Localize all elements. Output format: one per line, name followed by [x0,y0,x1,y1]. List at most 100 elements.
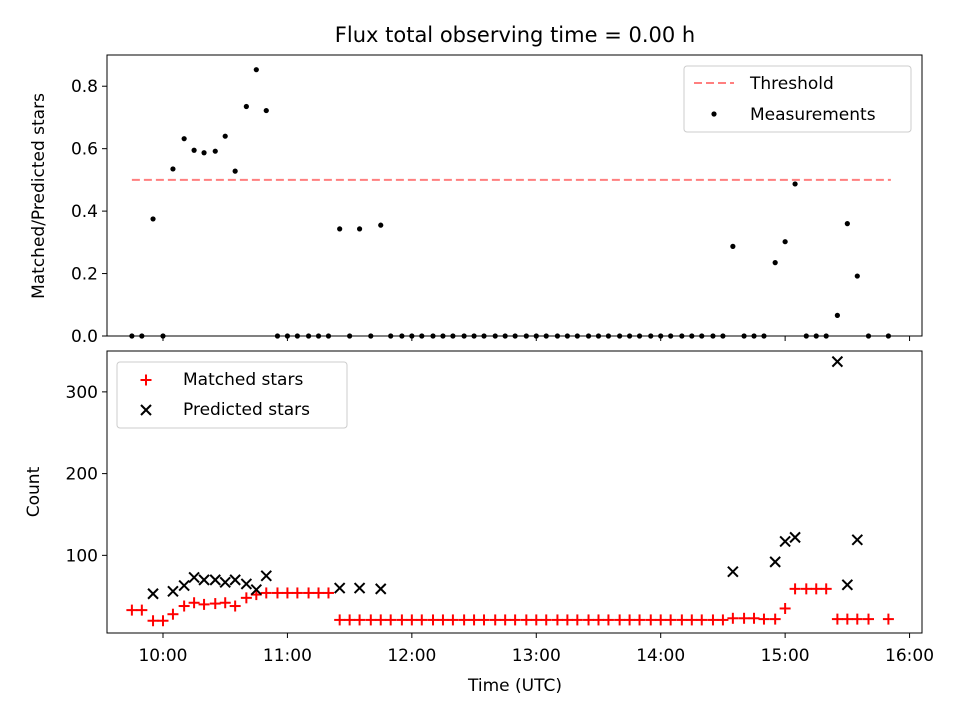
matched-star-point [561,614,573,626]
top-legend-box [683,65,912,133]
matched-star-point [136,604,148,616]
measurement-point [844,221,850,227]
predicted-star-point-b [209,574,221,586]
matched-star-point [789,583,801,595]
matched-star-point [727,612,739,624]
predicted-star-point [188,571,200,584]
predicted-star-point [841,579,854,591]
predicted-star-point [219,576,231,589]
top-y-tick-label: 0.4 [71,202,98,222]
matched-star-point [686,614,698,626]
predicted-star-point-b [789,531,801,544]
legend-measurements-swatch [711,111,717,117]
measurement-point [337,226,343,232]
matched-star-point [354,614,366,626]
measurement-point [782,239,788,245]
matched-star-point [862,613,874,625]
measurement-point [222,133,228,139]
measurement-point [212,148,218,154]
bottom-legend-box [116,361,348,429]
matched-star-point [748,612,760,624]
matched-star-point [281,587,293,599]
measurement-point [181,136,187,142]
matched-star-point [831,613,843,625]
predicted-star-point [240,578,253,590]
predicted-star-point [851,534,864,546]
x-tick-label: 10:00 [138,646,187,666]
legend-predicted-swatch [140,404,152,416]
matched-star-point [427,614,439,626]
predicted-star-point-b [250,583,263,596]
measurement-point [834,312,840,318]
predicted-star-point-b [188,571,200,584]
matched-star-point [240,592,252,604]
matched-star-point [344,614,356,626]
predicted-star-point-b [727,565,739,578]
matched-star-point [665,614,677,626]
predicted-star-point-b [167,585,179,598]
bottom-points-layer [126,355,894,627]
predicted-star-point [779,535,791,548]
matched-star-point [385,614,397,626]
matched-star-point [126,604,138,616]
matched-star-point [291,587,303,599]
top-x-ticks [162,336,911,341]
matched-star-point [583,614,595,626]
matched-star-point [468,614,480,626]
measurement-point [854,273,860,279]
predicted-star-point [209,574,221,586]
predicted-star-point [789,531,801,544]
top-legend: Threshold Measurements [683,65,912,133]
predicted-star-point [375,583,387,595]
x-tick-label: 14:00 [636,646,685,666]
matched-star-point [313,587,325,599]
predicted-star-point-b [375,583,387,595]
predicted-star-point-b [147,588,159,600]
x-tick-label: 13:00 [512,646,561,666]
matched-star-point [157,615,169,627]
predicted-star-point-b [333,582,346,594]
measurement-point [263,107,269,114]
top-axes-frame [106,54,923,337]
matched-star-point [260,587,272,599]
measurement-point [191,147,197,153]
legend-matched-marker [140,374,152,386]
matched-star-point [489,614,501,626]
bottom-y-tick-label: 200 [66,465,98,485]
predicted-star-point [167,585,179,598]
predicted-star-point [178,579,190,592]
matched-star-point [437,614,449,626]
top-y-tick-label: 0.2 [71,265,98,285]
predicted-star-point [353,582,366,594]
matched-star-point [614,614,626,626]
matched-star-point [499,614,511,626]
matched-star-point [396,614,408,626]
matched-star-point [800,583,812,595]
predicted-star-point [333,582,346,594]
legend-predicted-marker-b [140,404,152,416]
predicted-star-point-b [178,579,190,592]
matched-star-point [882,613,894,625]
bottom-y-tick-label: 300 [66,383,98,403]
predicted-star-point [260,570,272,582]
matched-star-point [810,583,822,595]
matched-star-point [551,614,563,626]
matched-star-point [322,587,334,599]
matched-star-point [779,602,791,614]
predicted-star-point [831,355,844,368]
top-y-ticks: 0.0 0.2 0.4 0.6 0.8 [71,77,107,347]
matched-star-point [229,600,241,612]
matched-star-point [717,614,729,626]
bottom-y-ticks: 100 200 300 [66,383,107,566]
predicted-star-point [727,565,739,578]
measurement-point [792,181,798,187]
matched-star-point [271,587,283,599]
x-tick-label: 16:00 [885,646,934,666]
matched-star-point [540,614,552,626]
predicted-star-point-b [851,534,864,546]
legend-predicted-marker [140,404,152,416]
matched-star-point [147,615,159,627]
matched-star-point [696,614,708,626]
matched-star-point [645,614,657,626]
measurement-point [150,216,156,222]
